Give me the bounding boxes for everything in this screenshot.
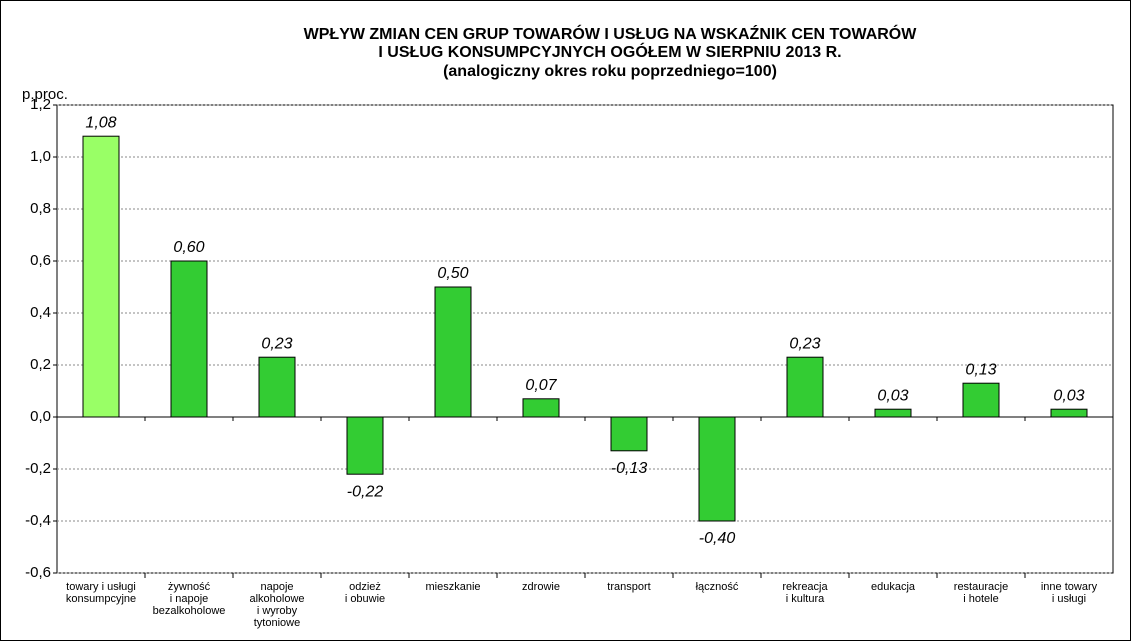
bar: [698, 416, 736, 522]
y-tick-label: 0,4: [30, 304, 51, 321]
value-label: 0,07: [525, 377, 557, 394]
value-label: 0,23: [789, 335, 820, 352]
y-tick-label: -0,4: [25, 512, 51, 529]
value-label: 0,23: [261, 335, 292, 352]
y-tick-label: 0,0: [30, 408, 51, 425]
bar: [522, 398, 560, 418]
x-tick-label: żywność i napoje bezalkoholowe: [153, 581, 226, 617]
x-tick-label: inne towary i usługi: [1041, 581, 1098, 605]
x-tick-label: restauracje i hotele: [954, 581, 1008, 605]
x-tick-label: rekreacja i kultura: [782, 581, 828, 605]
chart-subtitle: (analogiczny okres roku poprzedniego=100…: [443, 63, 777, 80]
bar: [1050, 408, 1088, 418]
y-axis-label: p.proc.: [22, 86, 68, 103]
x-tick-label: transport: [607, 581, 650, 593]
y-tick-label: -0,6: [25, 564, 51, 581]
chart-title: WPŁYW ZMIAN CEN GRUP TOWARÓW I USŁUG NA …: [304, 24, 918, 43]
bar: [346, 416, 384, 475]
x-tick-label: napoje alkoholowe i wyroby tytoniowe: [249, 581, 304, 629]
y-tick-label: 1,2: [30, 96, 51, 113]
x-tick-label: edukacja: [871, 581, 916, 593]
value-label: -0,13: [611, 460, 648, 477]
y-tick-label: 0,2: [30, 356, 51, 373]
plot-area: [56, 104, 1114, 574]
y-tick-label: 0,8: [30, 200, 51, 217]
x-tick-label: towary i usługi konsumpcyjne: [66, 581, 136, 605]
value-label: 0,60: [173, 239, 204, 256]
value-label: 0,03: [877, 387, 908, 404]
value-label: -0,22: [347, 483, 384, 500]
bar: [610, 416, 648, 452]
bar: [786, 356, 824, 418]
bar: [874, 408, 912, 418]
y-tick-label: 1,0: [30, 148, 51, 165]
bar: [962, 382, 1000, 418]
bar: [258, 356, 296, 418]
bar: [170, 260, 208, 418]
value-label: 0,13: [965, 361, 996, 378]
value-label: 1,08: [85, 114, 116, 131]
value-label: 0,03: [1053, 387, 1084, 404]
bar: [434, 286, 472, 418]
value-label: -0,40: [699, 530, 736, 547]
value-label: 0,50: [437, 265, 468, 282]
x-tick-label: zdrowie: [522, 581, 560, 593]
x-tick-label: łączność: [696, 581, 739, 593]
y-tick-label: 0,6: [30, 252, 51, 269]
chart-title: I USŁUG KONSUMPCYJNYCH OGÓŁEM W SIERPNIU…: [378, 42, 841, 61]
y-tick-label: -0,2: [25, 460, 51, 477]
bar: [82, 135, 120, 418]
x-tick-label: mieszkanie: [425, 581, 480, 593]
x-tick-label: odzież i obuwie: [345, 581, 385, 605]
